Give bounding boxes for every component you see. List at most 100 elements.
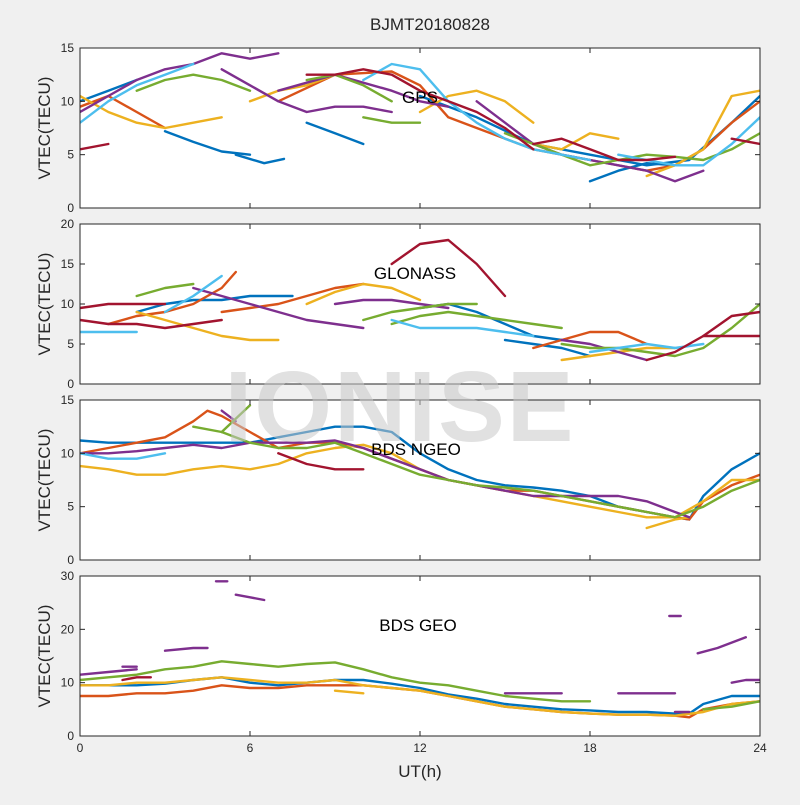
y-axis-label: VTEC(TECU) bbox=[35, 605, 54, 708]
y-tick-label: 0 bbox=[67, 201, 74, 215]
panel-label: BDS GEO bbox=[379, 616, 456, 635]
series-line bbox=[730, 137, 760, 146]
series-line bbox=[80, 78, 138, 103]
series-line bbox=[163, 646, 209, 652]
x-axis-label: UT(h) bbox=[398, 762, 441, 781]
plot-area bbox=[80, 400, 760, 560]
y-axis-label: VTEC(TECU) bbox=[35, 77, 54, 180]
panel-bds-geo: 0 6 12 18 24 0 10 20 30 VTEC(TECU) BDS GEO bbox=[35, 569, 767, 755]
series-line bbox=[80, 668, 138, 676]
series-line bbox=[645, 516, 691, 530]
series-line bbox=[80, 452, 167, 460]
series-line bbox=[390, 318, 535, 338]
series-line bbox=[80, 94, 167, 130]
y-tick-label: 20 bbox=[61, 622, 75, 636]
series-line bbox=[80, 94, 223, 130]
series-line bbox=[135, 282, 195, 298]
panel-label: GPS bbox=[402, 88, 438, 107]
series-group bbox=[80, 404, 760, 530]
series-line bbox=[163, 129, 252, 156]
y-tick-label: 15 bbox=[61, 257, 75, 271]
series-line bbox=[532, 137, 677, 162]
y-tick-label: 5 bbox=[67, 500, 74, 514]
series-line bbox=[532, 330, 648, 350]
x-tick-label: 24 bbox=[753, 741, 767, 755]
series-line bbox=[192, 425, 760, 519]
series-line bbox=[80, 302, 167, 310]
panel-bds-ngeo: 0 5 10 15 VTEC(TECU) BDS NGEO bbox=[35, 393, 761, 567]
series-line bbox=[362, 302, 478, 322]
series-line bbox=[645, 89, 760, 178]
series-line bbox=[80, 660, 592, 703]
x-tick-label: 6 bbox=[247, 741, 254, 755]
series-line bbox=[362, 116, 422, 124]
series-line bbox=[333, 689, 365, 695]
series-line bbox=[390, 310, 563, 330]
figure-title: BJMT20180828 bbox=[370, 15, 490, 34]
series-line bbox=[220, 404, 252, 434]
series-line bbox=[277, 73, 450, 108]
series-line bbox=[333, 298, 450, 310]
series-line bbox=[305, 121, 365, 146]
series-line bbox=[80, 318, 223, 330]
series-line bbox=[503, 338, 592, 358]
series-line bbox=[390, 238, 507, 298]
y-axis-label: VTEC(TECU) bbox=[35, 253, 54, 356]
y-tick-label: 5 bbox=[67, 337, 74, 351]
x-tick-label: 0 bbox=[77, 741, 84, 755]
series-line bbox=[696, 636, 747, 655]
y-axis-label: VTEC(TECU) bbox=[35, 429, 54, 532]
y-tick-label: 30 bbox=[61, 569, 75, 583]
series-line bbox=[362, 62, 592, 162]
series-line bbox=[234, 153, 286, 165]
series-group bbox=[80, 580, 760, 719]
series-line bbox=[121, 676, 153, 682]
series-line bbox=[305, 282, 422, 306]
y-tick-label: 10 bbox=[61, 297, 75, 311]
series-line bbox=[163, 274, 223, 314]
series-line bbox=[192, 286, 365, 330]
series-line bbox=[277, 452, 365, 471]
x-tick-label: 18 bbox=[583, 741, 597, 755]
series-line bbox=[305, 68, 535, 151]
x-tick-label: 12 bbox=[413, 741, 427, 755]
series-line bbox=[80, 676, 760, 717]
series-line bbox=[80, 439, 691, 519]
series-line bbox=[80, 52, 280, 114]
series-line bbox=[234, 593, 266, 602]
series-line bbox=[730, 678, 760, 684]
series-line bbox=[135, 73, 252, 92]
series-line bbox=[80, 142, 110, 151]
plot-area bbox=[80, 48, 760, 208]
series-line bbox=[532, 132, 620, 151]
y-tick-label: 10 bbox=[61, 676, 75, 690]
series-line bbox=[220, 282, 365, 314]
y-tick-label: 5 bbox=[67, 148, 74, 162]
y-tick-label: 15 bbox=[61, 41, 75, 55]
y-tick-label: 15 bbox=[61, 393, 75, 407]
series-line bbox=[220, 68, 393, 114]
y-tick-label: 10 bbox=[61, 94, 75, 108]
panel-label: BDS NGEO bbox=[371, 440, 461, 459]
series-group bbox=[80, 238, 760, 362]
series-group bbox=[80, 52, 760, 183]
series-line bbox=[80, 62, 195, 124]
y-tick-label: 0 bbox=[67, 377, 74, 391]
series-line bbox=[418, 89, 535, 124]
series-line bbox=[135, 310, 280, 342]
series-line bbox=[248, 73, 337, 103]
panel-gps: 0 5 10 15 VTEC(TECU) GPS bbox=[35, 41, 761, 215]
panel-glonass: 0 5 10 15 20 VTEC(TECU) GLONASS bbox=[35, 217, 761, 391]
series-line bbox=[305, 73, 393, 103]
y-tick-label: 10 bbox=[61, 446, 75, 460]
plot-area bbox=[80, 576, 760, 736]
y-tick-label: 0 bbox=[67, 729, 74, 743]
panel-label: GLONASS bbox=[374, 264, 456, 283]
series-line bbox=[560, 302, 760, 358]
series-line bbox=[702, 700, 760, 711]
y-tick-label: 0 bbox=[67, 553, 74, 567]
y-tick-label: 20 bbox=[61, 217, 75, 231]
series-line bbox=[107, 270, 238, 326]
